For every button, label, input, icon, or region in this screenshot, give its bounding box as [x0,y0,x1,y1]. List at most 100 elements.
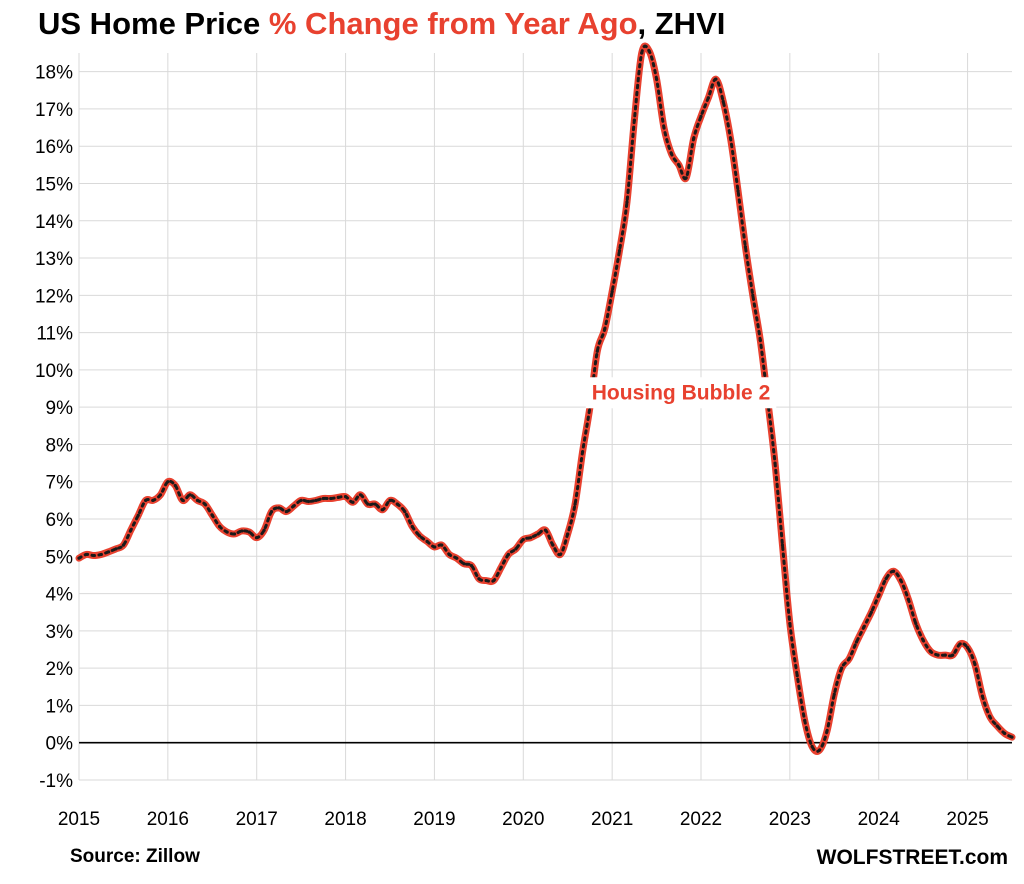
data-point [847,657,851,661]
data-point [906,597,910,601]
data-point [936,653,940,657]
data-point [780,543,785,547]
chart-title: US Home Price % Change from Year Ago, ZH… [38,6,725,42]
x-tick-label: 2025 [946,809,988,830]
data-point [625,200,629,204]
data-point [891,569,896,573]
data-point [899,578,903,583]
data-point [1003,731,1007,736]
y-tick-label: 1% [46,696,74,717]
data-point [877,593,881,598]
data-point [558,552,562,557]
data-point [617,248,622,253]
x-tick-label: 2015 [58,809,100,830]
data-point [595,349,599,353]
y-tick-label: 16% [35,137,73,158]
data-point [144,498,148,502]
data-point [114,547,118,551]
data-point [181,498,185,502]
data-point [973,662,977,667]
data-point [210,513,214,517]
data-point [306,499,311,504]
data-point [403,509,407,514]
x-tick-label: 2020 [502,809,544,830]
data-point [188,493,192,497]
y-tick-label: -1% [39,771,73,792]
chart-title-part-1: US Home Price [38,6,269,41]
data-point [314,498,318,502]
data-point [240,529,244,533]
x-tick-labels: 2015 2016 2017 2018 2019 2020 2021 2022 2023 2024… [58,809,989,830]
y-tick-label: 18% [35,63,73,84]
x-tick-label: 2023 [769,809,811,830]
data-point [277,506,281,510]
data-point [321,496,325,501]
y-tick-labels: -1% 0% 1% 2% 3% 4% 5% 6% 7% 8% 9% 10% 11% 12% 13% 14% 15… [35,63,73,792]
data-point [77,556,81,560]
series-dotted-overlay [77,44,1014,753]
data-point [166,480,170,484]
y-tick-label: 0% [46,734,74,755]
data-point [566,532,570,536]
y-tick-label: 3% [46,622,74,643]
data-point [854,640,859,644]
data-point [381,508,385,512]
y-tick-label: 10% [35,361,73,382]
y-tick-label: 8% [46,435,74,456]
data-point [173,483,177,488]
data-point [654,77,659,81]
y-tick-label: 11% [36,324,73,345]
data-point [728,137,733,141]
data-point [299,498,303,502]
data-point [269,509,274,514]
data-point [247,530,251,534]
data-point [1010,735,1014,739]
data-point [336,495,340,499]
data-point [699,114,703,118]
data-point [721,99,725,104]
data-point [803,718,807,722]
data-point [980,694,985,698]
data-point [225,530,229,534]
y-tick-label: 13% [35,249,73,270]
data-point [195,498,200,502]
data-point [351,500,355,504]
data-point [958,642,962,646]
data-point [714,77,718,81]
data-point [358,493,363,497]
data-point [262,528,266,532]
data-point [84,552,88,557]
data-point [432,545,437,549]
data-point [521,537,525,542]
y-tick-label: 12% [35,286,73,307]
data-point [965,646,970,650]
y-tick-label: 4% [46,585,74,606]
data-point [928,649,933,653]
data-point [551,543,555,547]
data-point [669,152,674,156]
data-point [647,49,651,53]
data-point [329,496,333,501]
data-point [677,163,681,167]
data-point [988,715,992,719]
annotation-background [585,377,777,409]
data-point [943,653,947,657]
data-point [129,528,133,532]
data-point [995,724,999,728]
y-tick-label: 9% [46,398,74,419]
data-point [484,578,488,583]
data-point [921,638,925,642]
data-point [810,744,814,749]
x-tick-label: 2021 [591,809,633,830]
data-point [284,509,288,514]
data-point [603,327,607,331]
source-note: Source: Zillow [70,846,200,867]
y-tick-label: 6% [46,510,74,531]
x-tick-label: 2017 [236,809,278,830]
data-point [543,528,548,532]
data-point [343,495,348,499]
x-tick-label: 2024 [858,809,901,830]
data-points [77,49,1014,752]
data-point [914,621,918,626]
series-line [75,42,1016,755]
